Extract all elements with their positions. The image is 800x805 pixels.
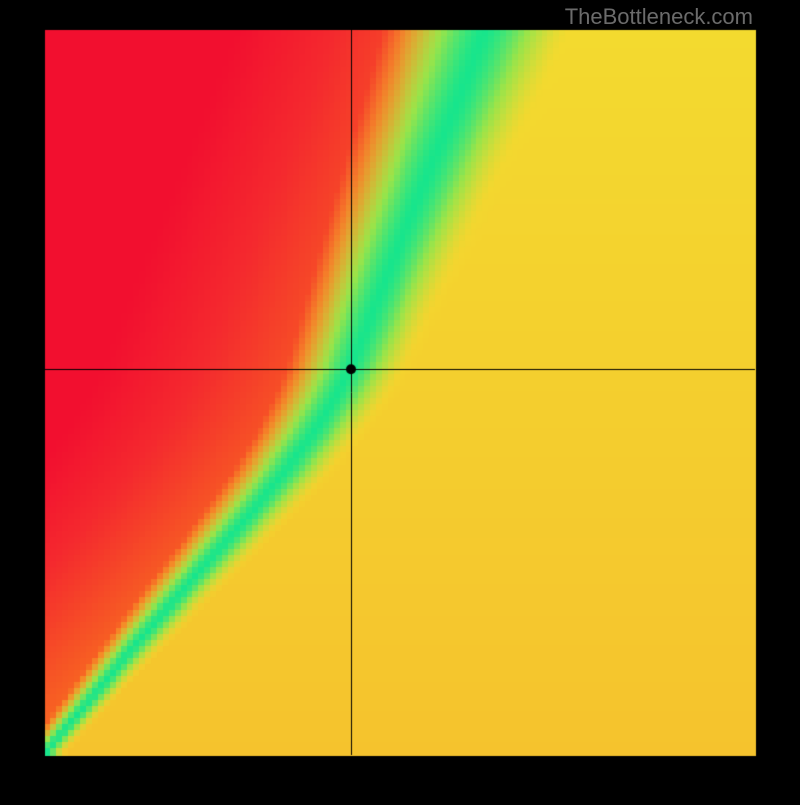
heatmap-plot: [0, 0, 800, 805]
watermark-text: TheBottleneck.com: [565, 4, 753, 30]
chart-container: TheBottleneck.com: [0, 0, 800, 800]
